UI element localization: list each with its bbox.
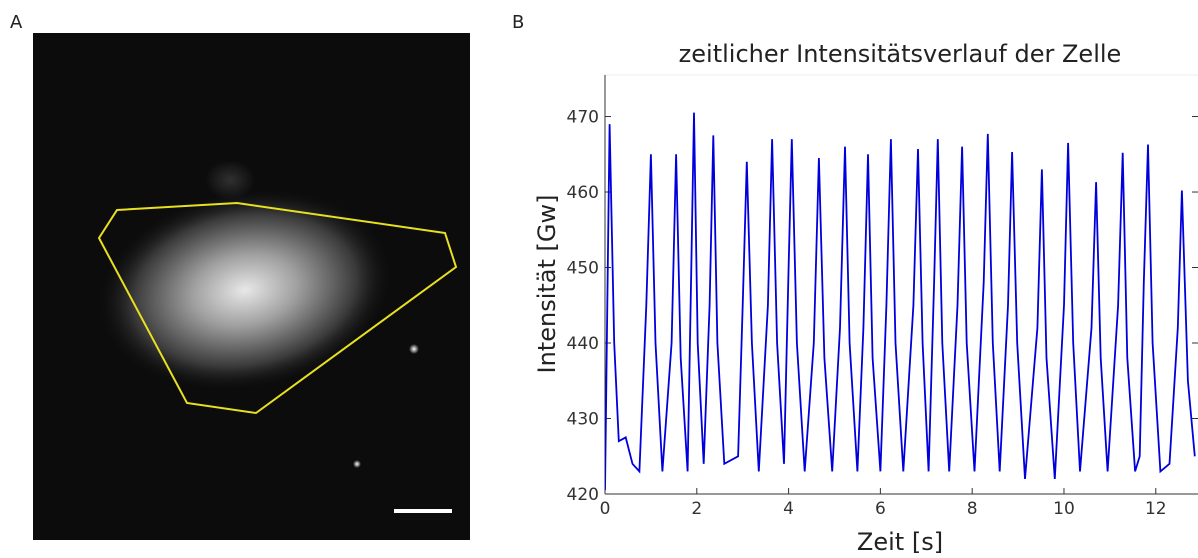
x-axis-label: Zeit [s] <box>857 528 943 556</box>
y-tick-label: 470 <box>567 108 599 128</box>
chart-title: zeitlicher Intensitätsverlauf der Zelle <box>679 40 1122 68</box>
panel-label: A <box>10 12 23 33</box>
micrograph <box>33 33 470 540</box>
data-line <box>605 112 1196 491</box>
y-tick-label: 450 <box>567 259 599 279</box>
y-tick-label: 440 <box>567 334 599 354</box>
x-tick-label: 6 <box>875 499 886 519</box>
y-tick-label: 430 <box>567 410 599 430</box>
x-tick-label: 8 <box>967 499 978 519</box>
y-tick-label: 420 <box>567 485 599 505</box>
panel-label: B <box>512 12 524 33</box>
x-tick-label: 2 <box>691 499 702 519</box>
y-tick-label: 460 <box>567 183 599 203</box>
y-axis-label: Intensität [Gw] <box>533 195 561 374</box>
x-tick-label: 12 <box>1145 499 1167 519</box>
x-tick-label: 0 <box>600 499 611 519</box>
x-tick-label: 4 <box>783 499 794 519</box>
x-tick-label: 10 <box>1053 499 1075 519</box>
